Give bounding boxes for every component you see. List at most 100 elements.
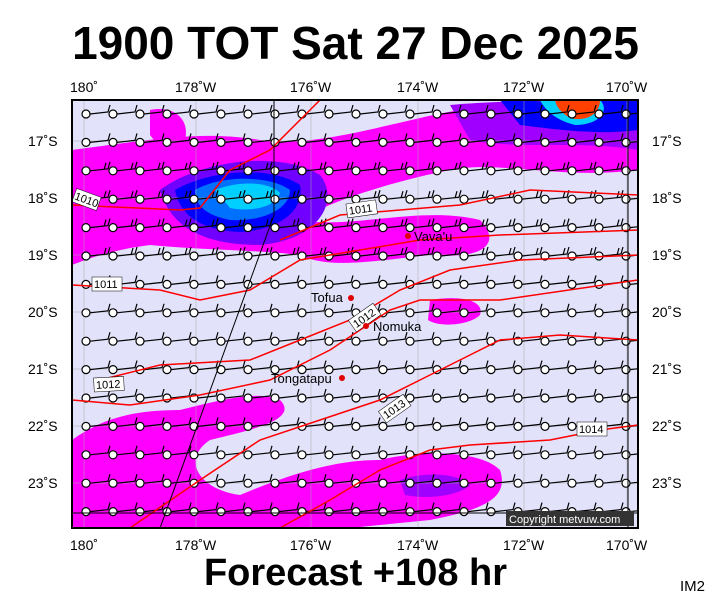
wind-barb bbox=[575, 388, 597, 399]
wind-barb bbox=[143, 161, 165, 172]
lat-label-left: 23˚S bbox=[28, 475, 58, 491]
wind-barb bbox=[332, 303, 354, 314]
wind-station-circle bbox=[81, 308, 91, 318]
wind-station-circle bbox=[189, 223, 199, 233]
wind-barb bbox=[386, 161, 408, 172]
wind-station-circle bbox=[162, 137, 172, 147]
lon-label-bottom: 180˚ bbox=[70, 537, 98, 553]
wind-barb bbox=[197, 502, 219, 513]
wind-barb bbox=[629, 510, 638, 513]
wind-barb bbox=[251, 502, 273, 513]
wind-barb bbox=[494, 502, 516, 513]
wind-barb bbox=[521, 104, 543, 115]
wind-station-circle bbox=[351, 251, 361, 261]
wind-barb bbox=[575, 303, 597, 314]
wind-barb bbox=[305, 360, 327, 371]
wind-station-circle bbox=[216, 279, 226, 289]
wind-station-circle bbox=[324, 365, 334, 375]
wind-station-circle bbox=[621, 109, 631, 119]
wind-barb bbox=[116, 161, 138, 172]
wind-barb bbox=[170, 104, 192, 115]
wind-station-circle bbox=[378, 450, 388, 460]
wind-station-circle bbox=[540, 421, 550, 431]
wind-barb bbox=[224, 275, 246, 285]
wind-station-circle bbox=[81, 251, 91, 261]
wind-barb bbox=[440, 417, 462, 427]
wind-station-circle bbox=[513, 393, 523, 403]
wind-station-circle bbox=[189, 507, 199, 517]
wind-barb bbox=[116, 218, 138, 229]
wind-barb bbox=[440, 275, 462, 285]
wind-station-circle bbox=[432, 421, 442, 431]
wind-station-circle bbox=[243, 137, 253, 147]
wind-barb bbox=[629, 282, 638, 285]
wind-station-circle bbox=[513, 166, 523, 176]
wind-barb bbox=[224, 502, 246, 513]
wind-station-circle bbox=[135, 223, 145, 233]
wind-barb bbox=[575, 133, 597, 143]
wind-station-circle bbox=[324, 308, 334, 318]
wind-barb bbox=[116, 502, 138, 513]
lon-label-top: 180˚ bbox=[70, 79, 98, 95]
wind-station-circle bbox=[81, 507, 91, 517]
wind-barb bbox=[359, 445, 381, 456]
wind-station-circle bbox=[135, 478, 145, 488]
wind-barb bbox=[359, 190, 381, 200]
places: Vava'u Tofua Nomuka Tongatapu bbox=[271, 229, 452, 386]
wind-barb bbox=[170, 161, 192, 172]
wind-barb bbox=[467, 133, 489, 143]
wind-barb bbox=[251, 161, 273, 172]
wind-barb bbox=[89, 417, 111, 427]
wind-station-circle bbox=[540, 336, 550, 346]
wind-station-circle bbox=[216, 507, 226, 517]
wind-barb bbox=[602, 218, 624, 229]
wind-station-circle bbox=[243, 251, 253, 261]
wind-barb bbox=[521, 502, 543, 513]
wind-station-circle bbox=[486, 450, 496, 460]
wind-barb bbox=[89, 303, 111, 314]
wind-station-circle bbox=[270, 308, 280, 318]
wind-station-circle bbox=[189, 251, 199, 261]
wind-barb bbox=[143, 133, 165, 143]
wind-barb bbox=[440, 104, 462, 115]
wind-station-circle bbox=[405, 507, 415, 517]
wind-station-circle bbox=[189, 137, 199, 147]
wind-station-circle bbox=[81, 478, 91, 488]
wind-station-circle bbox=[378, 223, 388, 233]
wind-barb bbox=[629, 368, 638, 371]
wind-station-circle bbox=[378, 137, 388, 147]
wind-barb bbox=[413, 417, 435, 427]
wind-barb bbox=[143, 332, 165, 342]
wind-station-circle bbox=[243, 166, 253, 176]
wind-station-circle bbox=[297, 109, 307, 119]
wind-station-circle bbox=[540, 137, 550, 147]
wind-barb bbox=[575, 502, 597, 513]
wind-barb bbox=[359, 502, 381, 513]
wind-station-circle bbox=[189, 194, 199, 204]
wind-station-circle bbox=[270, 450, 280, 460]
wind-station-circle bbox=[540, 365, 550, 375]
copyright-text: Copyright metvuw.com bbox=[509, 514, 620, 526]
wind-barb bbox=[143, 303, 165, 314]
wind-barb bbox=[170, 275, 192, 285]
wind-barb bbox=[494, 417, 516, 427]
wind-station-circle bbox=[243, 223, 253, 233]
wind-barb bbox=[413, 218, 435, 229]
wind-station-circle bbox=[459, 365, 469, 375]
wind-barb bbox=[224, 303, 246, 314]
wind-barb bbox=[359, 388, 381, 399]
wind-station-circle bbox=[486, 279, 496, 289]
wind-station-circle bbox=[324, 336, 334, 346]
wind-barb bbox=[89, 474, 111, 484]
wind-station-circle bbox=[513, 251, 523, 261]
wind-station-circle bbox=[540, 393, 550, 403]
map-title: 1900 TOT Sat 27 Dec 2025 bbox=[72, 17, 639, 69]
wind-barb bbox=[143, 417, 165, 427]
wind-station-circle bbox=[567, 279, 577, 289]
wind-station-circle bbox=[162, 223, 172, 233]
wind-station-circle bbox=[243, 478, 253, 488]
wind-station-circle bbox=[270, 251, 280, 261]
wind-station-circle bbox=[513, 308, 523, 318]
wind-barb bbox=[305, 190, 327, 200]
wind-station-circle bbox=[162, 279, 172, 289]
